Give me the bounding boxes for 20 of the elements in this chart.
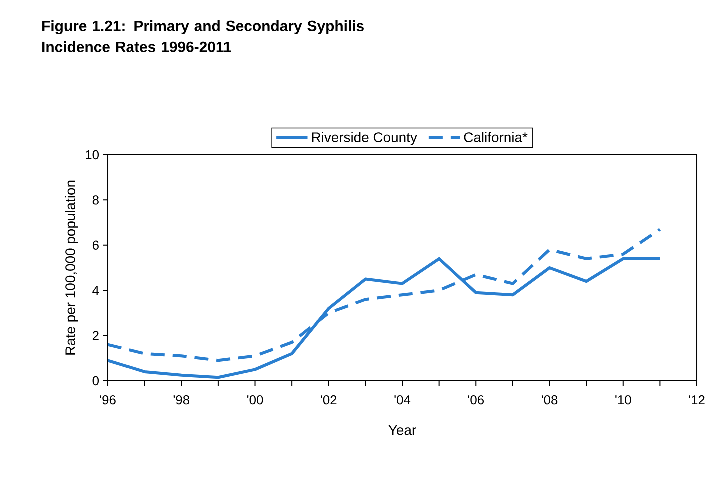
x-tick-label: '04 bbox=[394, 396, 411, 405]
y-tick-label: 10 bbox=[86, 150, 99, 160]
chart-title: Figure 1.21: Primary and Secondary Syphilis Incidence Rates 1996-2011 bbox=[42, 20, 364, 52]
legend-label: Riverside County bbox=[312, 132, 418, 146]
x-tick-label: '08 bbox=[542, 396, 558, 405]
y-tick-label: 0 bbox=[92, 376, 99, 386]
legend-label: California* bbox=[464, 132, 528, 142]
y-tick-label: 6 bbox=[92, 240, 99, 250]
y-tick-label: 4 bbox=[92, 286, 100, 296]
y-tick-label: 8 bbox=[92, 196, 99, 205]
y-tick-label: 2 bbox=[92, 331, 99, 340]
x-tick-label: '02 bbox=[321, 396, 337, 405]
y-axis-title: Rate per 100,000 population bbox=[65, 180, 78, 355]
x-tick-label: '98 bbox=[174, 396, 190, 405]
x-axis-title: Year bbox=[388, 426, 416, 436]
x-tick-label: '12 bbox=[689, 396, 705, 405]
x-tick-label: '96 bbox=[100, 396, 116, 405]
x-tick-label: '00 bbox=[247, 396, 264, 405]
x-tick-label: '06 bbox=[468, 396, 484, 405]
x-tick-label: '10 bbox=[616, 396, 632, 405]
